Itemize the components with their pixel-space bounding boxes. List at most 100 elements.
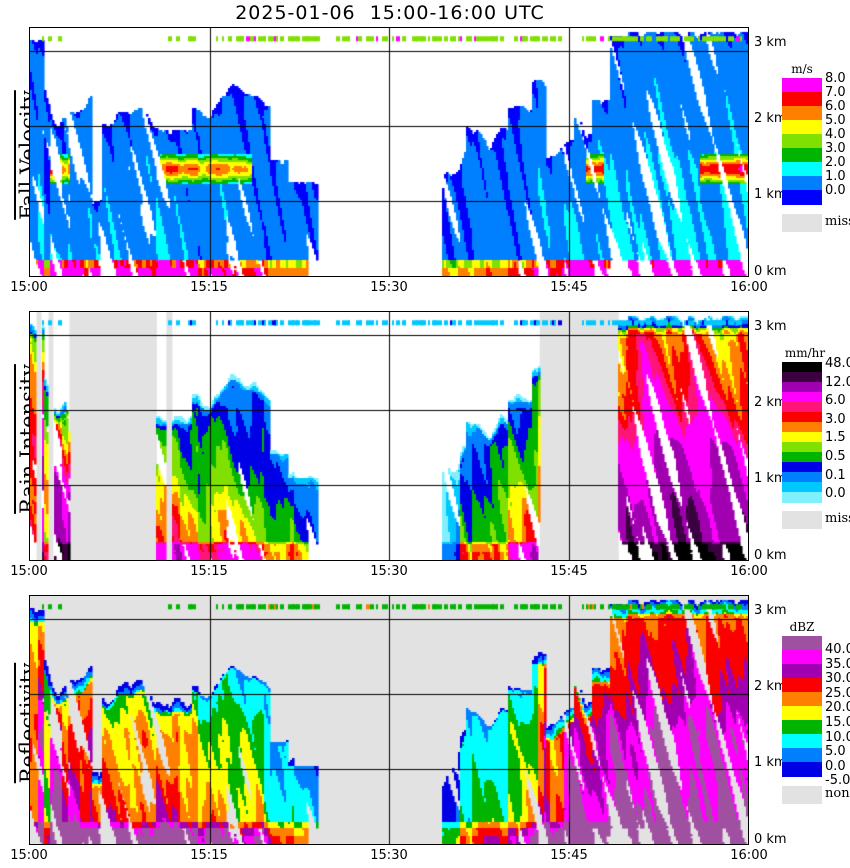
colorbar-band xyxy=(782,636,822,651)
colorbar-tick-label: 8.0 xyxy=(825,71,846,86)
xtick-4: 16:00 xyxy=(730,564,768,579)
ytick-2km: 2 km xyxy=(754,395,787,410)
ytick-0km: 0 km xyxy=(754,264,787,279)
ytick-0km: 0 km xyxy=(754,832,787,847)
colorbar-missing-swatch-rain-intensity xyxy=(782,511,822,529)
xtick-2: 15:30 xyxy=(370,280,408,295)
ytick-2km: 2 km xyxy=(754,679,787,694)
colorbar-tick-label: 30.0 xyxy=(825,671,850,687)
colorbar-band xyxy=(782,472,822,483)
colorbar-band xyxy=(782,482,822,493)
xtick-2: 15:30 xyxy=(370,564,408,579)
colorbar-missing-label-fall-velocity: miss xyxy=(825,214,850,229)
colorbar-band xyxy=(782,650,822,665)
radar-heatmap-reflectivity xyxy=(30,596,748,844)
xtick-4: 16:00 xyxy=(730,280,768,295)
xtick-1: 15:15 xyxy=(190,564,228,579)
colorbar-units-fall-velocity: m/s xyxy=(791,62,813,76)
colorbar-band xyxy=(782,106,822,121)
xtick-1: 15:15 xyxy=(190,280,228,295)
colorbar-band xyxy=(782,452,822,463)
plot-area-reflectivity xyxy=(29,595,749,845)
colorbar-band xyxy=(782,462,822,473)
colorbar-units-rain-intensity: mm/hr xyxy=(784,346,826,360)
colorbar-band xyxy=(782,148,822,163)
xtick-1: 15:15 xyxy=(190,848,228,863)
ytick-3km: 3 km xyxy=(754,35,787,50)
colorbar-band xyxy=(782,162,822,177)
xtick-3: 15:45 xyxy=(550,564,588,579)
colorbar-band xyxy=(782,706,822,721)
panel-fall-velocity: Fall Velocity 15:00 15:15 15:30 15:45 16… xyxy=(0,0,850,300)
plot-area-rain-intensity xyxy=(29,311,749,561)
colorbar-rain-intensity: mm/hr 48.0 12.0 6.0 3.0 1.5 0.5 0.1 0.0 miss xyxy=(782,346,850,529)
xtick-0: 15:00 xyxy=(10,564,48,579)
xtick-0: 15:00 xyxy=(10,280,48,295)
xtick-0: 15:00 xyxy=(10,848,48,863)
colorbar-tick-label: 0.1 xyxy=(825,467,846,483)
ytick-1km: 1 km xyxy=(754,187,787,202)
colorbar-tick-label: 40.0 xyxy=(825,642,850,657)
colorbar-fall-velocity: m/s 8.07.06.05.04.03.02.01.00.0 miss xyxy=(782,62,850,232)
colorbar-tick-label: 0.5 xyxy=(825,449,846,464)
ytick-1km: 1 km xyxy=(754,755,787,770)
xtick-4: 16:00 xyxy=(730,848,768,863)
colorbar-tick-label: 3.0 xyxy=(825,411,846,427)
colorbar-tick-label: 12.0 xyxy=(825,374,850,390)
colorbar-tick-label: 10.0 xyxy=(825,729,850,745)
colorbar-band xyxy=(782,762,822,777)
colorbar-band xyxy=(782,78,822,93)
colorbar-band xyxy=(782,190,822,205)
colorbar-band xyxy=(782,692,822,707)
colorbar-band xyxy=(782,734,822,749)
colorbar-tick-label: 2.0 xyxy=(825,155,846,170)
colorbar-units-reflectivity: dBZ xyxy=(789,620,815,634)
ytick-2km: 2 km xyxy=(754,111,787,126)
colorbar-tick-label: -5.0 xyxy=(825,773,850,789)
colorbar-band xyxy=(782,382,822,393)
colorbar-tick-label: 1.0 xyxy=(825,169,846,184)
colorbar-bar-fall-velocity xyxy=(782,78,822,205)
colorbar-bar-rain-intensity xyxy=(782,362,822,503)
radar-heatmap-rain-intensity xyxy=(30,312,748,560)
colorbar-tick-label: 6.0 xyxy=(825,99,846,114)
colorbar-band xyxy=(782,392,822,403)
colorbar-band xyxy=(782,492,822,503)
colorbar-band xyxy=(782,362,822,373)
colorbar-band xyxy=(782,120,822,135)
colorbar-band xyxy=(782,402,822,413)
colorbar-band xyxy=(782,372,822,383)
ytick-0km: 0 km xyxy=(754,548,787,563)
colorbar-reflectivity: dBZ 40.0 35.0 30.0 25.0 20.0 15.0 10.0 5.0 0.0 -5… xyxy=(782,620,850,810)
xtick-2: 15:30 xyxy=(370,848,408,863)
colorbar-tick-label: 5.0 xyxy=(825,113,846,128)
panel-rain-intensity: Rain Intensity 15:00 15:15 15:30 15:45 1… xyxy=(0,284,850,584)
colorbar-band xyxy=(782,422,822,433)
ytick-3km: 3 km xyxy=(754,603,787,618)
colorbar-tick-label: 1.5 xyxy=(825,430,846,446)
colorbar-missing-swatch-fall-velocity xyxy=(782,214,822,232)
panel-reflectivity: Reflectivity 15:00 15:15 15:30 15:45 16:… xyxy=(0,568,850,868)
page-title: 2025-01-06 15:00-16:00 UTC xyxy=(235,2,545,24)
colorbar-band xyxy=(782,442,822,453)
xtick-3: 15:45 xyxy=(550,848,588,863)
colorbar-missing-label-reflectivity: none xyxy=(825,786,850,801)
colorbar-band xyxy=(782,134,822,149)
colorbar-missing-label-rain-intensity: miss xyxy=(825,511,850,526)
colorbar-bar-reflectivity xyxy=(782,636,822,777)
colorbar-tick-label: 0.0 xyxy=(825,758,846,774)
colorbar-tick-label: 3.0 xyxy=(825,141,846,156)
colorbar-band xyxy=(782,176,822,191)
colorbar-tick-label: 20.0 xyxy=(825,700,850,716)
colorbar-band xyxy=(782,412,822,423)
xtick-3: 15:45 xyxy=(550,280,588,295)
colorbar-band xyxy=(782,748,822,763)
radar-heatmap-fall-velocity xyxy=(30,28,748,276)
ytick-3km: 3 km xyxy=(754,319,787,334)
colorbar-tick-label: 0.0 xyxy=(825,183,846,198)
colorbar-band xyxy=(782,678,822,693)
colorbar-tick-label: 25.0 xyxy=(825,685,850,701)
colorbar-missing-swatch-reflectivity xyxy=(782,786,822,804)
colorbar-tick-label: 7.0 xyxy=(825,85,846,100)
colorbar-band xyxy=(782,664,822,679)
